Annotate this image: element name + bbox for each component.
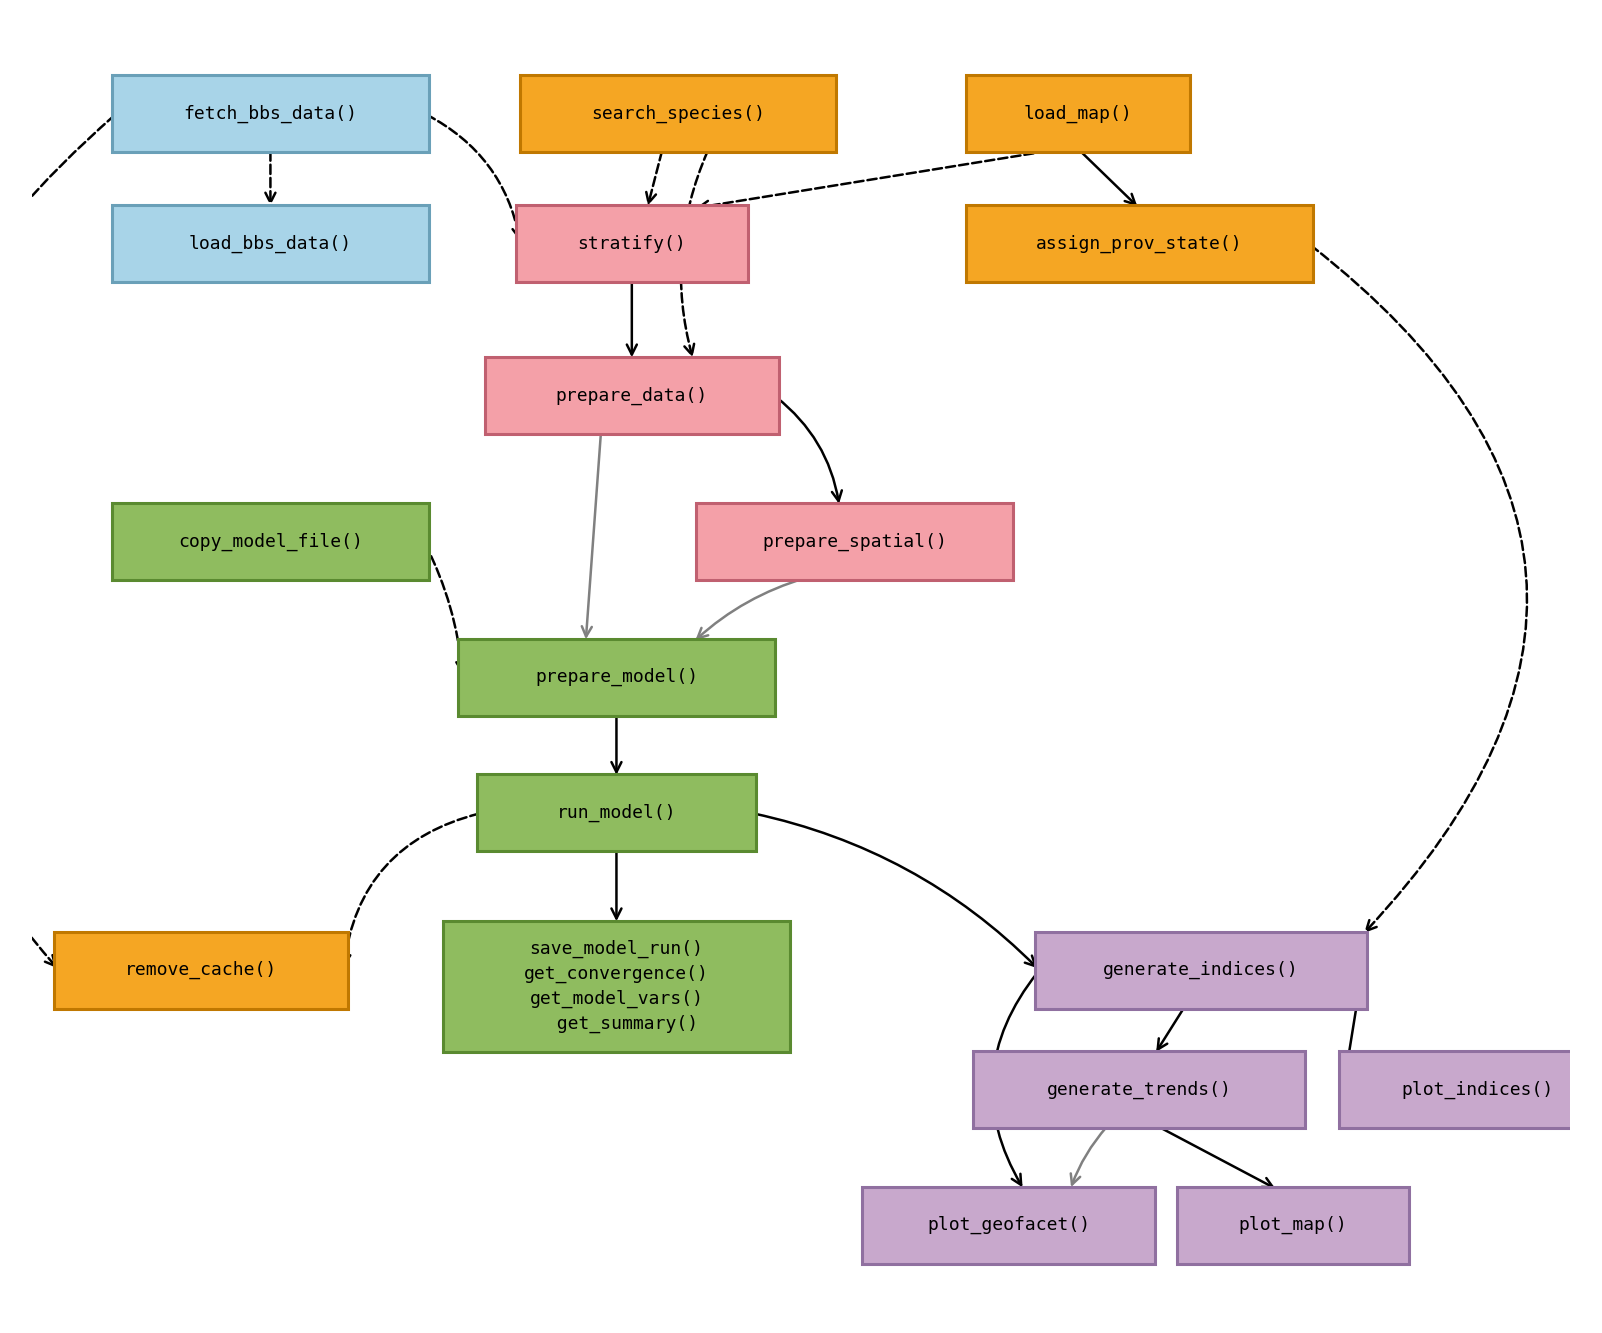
FancyArrowPatch shape: [697, 577, 806, 639]
FancyArrowPatch shape: [340, 813, 479, 965]
FancyArrowPatch shape: [777, 397, 841, 501]
FancyBboxPatch shape: [485, 357, 779, 433]
Text: stratify(): stratify(): [577, 235, 686, 252]
FancyBboxPatch shape: [974, 1050, 1306, 1128]
FancyArrowPatch shape: [646, 152, 662, 203]
FancyArrowPatch shape: [992, 972, 1038, 1185]
FancyArrowPatch shape: [612, 850, 622, 918]
FancyBboxPatch shape: [1177, 1186, 1410, 1264]
FancyBboxPatch shape: [112, 504, 429, 580]
FancyBboxPatch shape: [519, 75, 836, 152]
FancyArrowPatch shape: [426, 544, 466, 672]
FancyBboxPatch shape: [697, 504, 1012, 580]
Text: load_map(): load_map(): [1024, 104, 1133, 123]
Text: prepare_model(): prepare_model(): [535, 668, 698, 686]
FancyBboxPatch shape: [112, 205, 429, 283]
Text: load_bbs_data(): load_bbs_data(): [189, 235, 352, 253]
FancyBboxPatch shape: [1339, 1050, 1602, 1128]
Text: run_model(): run_model(): [556, 804, 676, 822]
FancyBboxPatch shape: [458, 639, 775, 716]
FancyBboxPatch shape: [1035, 932, 1367, 1009]
FancyArrowPatch shape: [1080, 151, 1136, 204]
FancyBboxPatch shape: [862, 1186, 1155, 1264]
Text: generate_indices(): generate_indices(): [1104, 961, 1299, 980]
Text: plot_map(): plot_map(): [1238, 1216, 1347, 1234]
Text: remove_cache(): remove_cache(): [125, 961, 277, 980]
FancyArrowPatch shape: [0, 115, 114, 966]
Text: plot_indices(): plot_indices(): [1402, 1080, 1554, 1098]
FancyArrowPatch shape: [753, 813, 1035, 966]
FancyArrowPatch shape: [698, 149, 1059, 211]
Text: generate_trends(): generate_trends(): [1046, 1080, 1232, 1098]
FancyArrowPatch shape: [1157, 1126, 1274, 1188]
FancyArrowPatch shape: [1158, 1008, 1184, 1049]
Text: plot_geofacet(): plot_geofacet(): [928, 1216, 1091, 1234]
FancyArrowPatch shape: [1310, 245, 1527, 930]
FancyBboxPatch shape: [442, 921, 790, 1052]
FancyBboxPatch shape: [966, 205, 1314, 283]
FancyArrowPatch shape: [266, 152, 276, 203]
FancyBboxPatch shape: [516, 205, 748, 283]
Text: prepare_data(): prepare_data(): [556, 387, 708, 404]
FancyBboxPatch shape: [966, 75, 1190, 152]
Text: assign_prov_state(): assign_prov_state(): [1036, 235, 1243, 253]
Text: copy_model_file(): copy_model_file(): [178, 533, 364, 551]
Text: prepare_spatial(): prepare_spatial(): [763, 533, 947, 551]
FancyArrowPatch shape: [426, 115, 522, 239]
FancyArrowPatch shape: [681, 151, 708, 355]
FancyBboxPatch shape: [112, 75, 429, 152]
Text: save_model_run()
get_convergence()
get_model_vars()
  get_summary(): save_model_run() get_convergence() get_m…: [524, 940, 710, 1033]
FancyBboxPatch shape: [477, 774, 756, 852]
FancyArrowPatch shape: [612, 716, 622, 772]
FancyArrowPatch shape: [1070, 1126, 1107, 1185]
FancyArrowPatch shape: [1341, 973, 1362, 1084]
FancyBboxPatch shape: [54, 932, 348, 1009]
Text: search_species(): search_species(): [591, 104, 766, 123]
FancyArrowPatch shape: [582, 433, 601, 637]
FancyArrowPatch shape: [626, 281, 638, 355]
Text: fetch_bbs_data(): fetch_bbs_data(): [183, 104, 357, 123]
